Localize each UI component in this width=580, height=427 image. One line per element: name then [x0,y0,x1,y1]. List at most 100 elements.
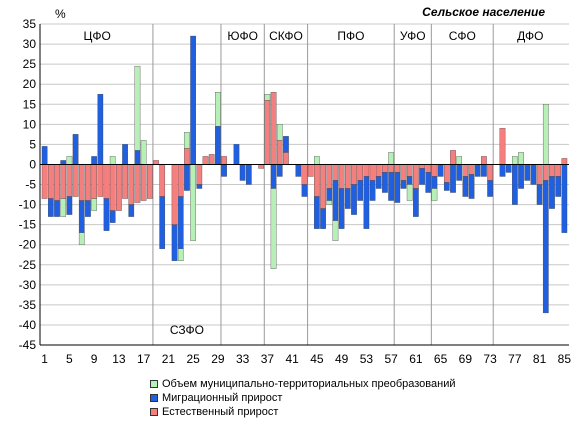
bar [320,208,326,229]
bar [66,196,73,215]
bar [60,164,67,199]
bar [314,156,320,165]
bar [233,144,240,165]
region-label: СФО [449,29,476,43]
y-tick-label: 5 [29,137,36,151]
bar [375,176,382,189]
bar [60,160,67,165]
bar [413,188,419,217]
bar [264,100,271,165]
bar [555,176,562,197]
x-tick-label: 17 [137,352,151,366]
bar [326,164,333,189]
bar [276,124,283,141]
bar [283,136,289,153]
bar [134,164,141,203]
bar [326,188,333,201]
y-tick-label: -30 [19,278,37,292]
bar [128,164,135,205]
bar [109,164,116,211]
bar [190,35,196,165]
x-tick-label: 5 [66,352,73,366]
bar [283,152,289,165]
region-label: ПФО [337,29,364,43]
x-tick-label: 29 [211,352,225,366]
y-tick-label: -15 [19,218,37,232]
x-tick-label: 53 [360,352,374,366]
bar [239,164,246,181]
bar [505,164,512,173]
region-label: ДФО [517,29,543,43]
bar [518,152,524,165]
region-label: ЮФО [227,29,258,43]
bar [394,164,401,173]
bar [344,164,351,189]
x-tick-label: 1 [41,352,48,366]
bar [481,156,487,165]
bar [307,164,314,177]
bar [72,134,79,165]
bar [109,156,116,165]
y-tick-label: 10 [23,117,37,131]
legend-item-municipal: Объем муниципально-территориальных преоб… [150,377,456,391]
bar [450,164,456,193]
axes [39,24,569,346]
bar [91,164,97,199]
x-tick-label: 9 [91,352,98,366]
bar [85,200,91,217]
bar [116,164,122,211]
bar [536,184,543,205]
bar [109,210,116,223]
bar [382,164,388,173]
bar [97,94,104,165]
bar [202,156,209,165]
y-tick-label: -35 [19,298,37,312]
bar [388,164,394,173]
region-labels: ЦФО СЗФО ЮФО СКФО ПФО УФО СФО ДФО [84,29,544,337]
bar [542,180,549,314]
y-tick-label: -5 [25,178,36,192]
bar [332,220,339,241]
bar [177,196,184,249]
bar [196,184,203,189]
bar [134,65,141,151]
bar [171,164,178,225]
bar [456,164,463,181]
bar [425,164,432,173]
bar [332,164,339,181]
bar [41,146,48,165]
bar [171,224,178,261]
region-label: СЗФО [170,323,204,337]
bar [357,164,364,181]
bar [406,184,413,201]
region-dividers [152,24,494,345]
y-tick-label: 30 [23,37,37,51]
x-tick-label: 41 [285,352,299,366]
x-tick-label: 49 [335,352,349,366]
bar [375,164,382,177]
bar [264,94,271,101]
region-label: ЦФО [84,29,111,43]
bar [518,164,524,189]
bar [344,188,351,209]
bar [97,164,104,197]
bar [184,164,190,191]
bar [406,176,413,185]
bar [54,200,60,217]
bar [462,176,469,197]
bar [258,164,265,169]
bar [314,196,320,229]
y-tick-label: -10 [19,198,37,212]
bar [184,132,190,149]
bar [134,150,141,165]
bar [561,158,568,165]
bar [468,164,475,175]
legend-label-migration: Миграционный прирост [162,392,283,404]
x-tick-label: 65 [434,352,448,366]
bar [140,164,147,201]
bar [270,92,277,165]
bar [431,188,438,201]
bar [221,164,227,177]
bar [91,198,97,211]
